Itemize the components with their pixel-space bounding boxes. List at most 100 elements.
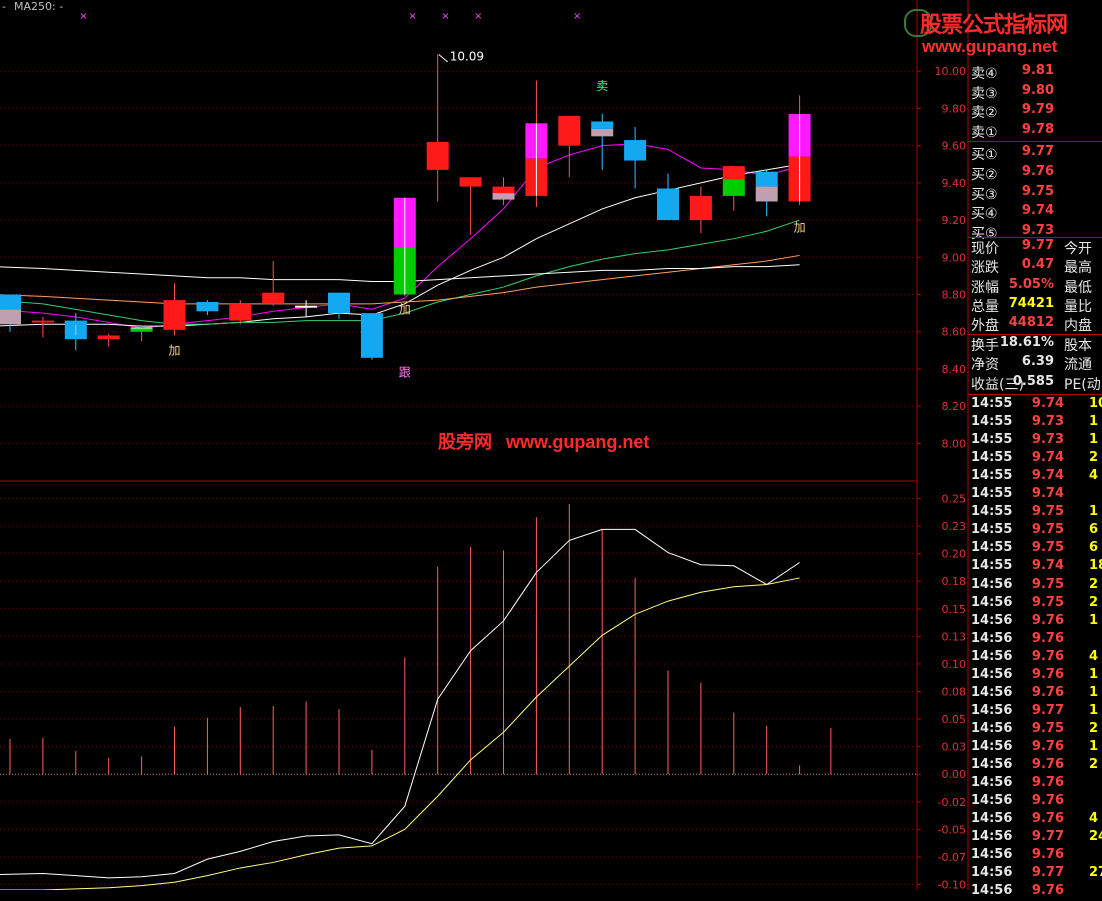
book-price: 9.74 xyxy=(1021,203,1054,219)
tick-volume: 2 xyxy=(1089,720,1099,736)
stat-label: 涨跌 xyxy=(971,260,999,277)
tick-time: 14:56 xyxy=(971,738,1013,754)
fund-row: 收益(三) 0.585 PE(动 xyxy=(968,374,1102,393)
tick-time: 14:55 xyxy=(971,558,1013,574)
book-label: 买④ xyxy=(971,206,998,223)
candle-body xyxy=(426,141,449,170)
tick-row: 14:55 9.74 10 xyxy=(968,396,1102,414)
tick-volume: 2 xyxy=(1089,594,1099,610)
tick-row: 14:55 9.74 18 xyxy=(968,558,1102,576)
tick-volume: 2 xyxy=(1089,450,1099,466)
y-tick-label: -0.02 xyxy=(938,796,966,809)
stat-row: 涨跌 0.47 最高 xyxy=(968,257,1102,277)
tick-time: 14:56 xyxy=(971,811,1013,827)
tick-time: 14:56 xyxy=(971,576,1013,592)
tick-price: 9.75 xyxy=(1031,540,1064,556)
fund-next-label: 股本 xyxy=(1064,338,1092,354)
y-tick-label: 0.05 xyxy=(942,713,967,726)
y-tick-label: 10.00 xyxy=(935,65,967,78)
annotation-label: 10.09 xyxy=(450,49,484,63)
tick-row: 14:56 9.77 1 xyxy=(968,703,1102,721)
tick-row: 14:56 9.76 xyxy=(968,775,1102,793)
candle-body xyxy=(657,188,679,221)
candle-body xyxy=(492,186,515,194)
candle-body xyxy=(97,335,120,340)
fund-label: 换手 xyxy=(971,338,999,354)
candle-body xyxy=(163,300,186,330)
stat-next-label: 内盘 xyxy=(1064,318,1092,335)
candle-body xyxy=(295,305,318,308)
tick-row: 14:55 9.74 4 xyxy=(968,468,1102,486)
dif-line xyxy=(0,528,800,879)
y-tick-label: 0.10 xyxy=(942,658,967,671)
tick-time: 14:56 xyxy=(971,829,1013,845)
header-x-marker: × xyxy=(408,11,416,22)
tick-time: 14:56 xyxy=(971,612,1013,628)
stat-row: 外盘 44812 内盘 xyxy=(968,315,1102,335)
candle-body xyxy=(492,193,515,200)
candle-body xyxy=(262,292,285,304)
watermark-logo: 股票公式指标网 www.gupang.net xyxy=(904,5,1102,61)
tick-volume: 18 xyxy=(1089,558,1102,574)
stat-value: 44812 xyxy=(1008,315,1054,331)
fund-value: 6.39 xyxy=(1021,354,1054,370)
tick-row: 14:55 9.73 1 xyxy=(968,414,1102,432)
candle-body xyxy=(755,186,778,202)
watermark-title: 股票公式指标网 xyxy=(920,13,1068,38)
candle-body xyxy=(328,292,350,314)
y-tick-label: 0.13 xyxy=(942,630,967,643)
tick-volume: 6 xyxy=(1089,522,1099,538)
tick-volume: 1 xyxy=(1089,504,1099,520)
tick-row: 14:55 9.73 1 xyxy=(968,432,1102,450)
tick-time: 14:55 xyxy=(971,450,1013,466)
annotation-leader xyxy=(438,54,449,63)
y-tick-label: 9.00 xyxy=(942,251,967,264)
y-tick-label: 9.60 xyxy=(942,140,967,153)
annotation-label: 跟 xyxy=(399,366,411,380)
panel-divider-line xyxy=(968,394,1102,395)
site-watermark: 股旁网 www.gupang.net xyxy=(438,428,649,454)
header-x-marker: × xyxy=(441,11,449,22)
book-label: 买③ xyxy=(971,186,998,203)
y-tick-label: 9.40 xyxy=(942,177,967,190)
tick-price: 9.76 xyxy=(1031,793,1064,809)
y-tick-label: 9.80 xyxy=(942,102,967,115)
y-tick-label: 8.00 xyxy=(942,437,967,450)
stat-value: 0.47 xyxy=(1021,257,1054,273)
tick-price: 9.74 xyxy=(1031,558,1064,574)
fund-next-label: PE(动 xyxy=(1064,376,1101,393)
y-tick-label: 9.20 xyxy=(942,214,967,227)
tick-volume: 1 xyxy=(1089,666,1099,682)
tick-price: 9.76 xyxy=(1031,883,1064,899)
bid-row: 买④ 9.74 xyxy=(968,203,1102,223)
tick-volume: 1 xyxy=(1089,612,1099,628)
fund-next-label: 流通 xyxy=(1064,357,1092,374)
tick-time: 14:55 xyxy=(971,504,1013,520)
tick-time: 14:56 xyxy=(971,865,1013,881)
candle-body xyxy=(360,313,383,358)
tick-price: 9.76 xyxy=(1031,811,1064,827)
logo-icon xyxy=(904,9,932,37)
tick-price: 9.74 xyxy=(1031,450,1064,466)
fund-row: 净资 6.39 流通 xyxy=(968,354,1102,374)
dea-line xyxy=(0,577,800,890)
fund-row: 换手 18.61% 股本 xyxy=(968,335,1102,354)
stat-label: 涨幅 xyxy=(971,279,999,296)
tick-volume: 6 xyxy=(1089,540,1099,556)
candle-body xyxy=(558,115,581,146)
candle-body xyxy=(0,309,21,325)
candle-body xyxy=(229,303,252,321)
tick-time: 14:56 xyxy=(971,702,1013,718)
tick-time: 14:56 xyxy=(971,684,1013,700)
ma-line-ma120 xyxy=(0,264,800,282)
tick-row: 14:56 9.75 2 xyxy=(968,577,1102,595)
header-dash: - xyxy=(2,0,6,13)
bid-row: 买③ 9.75 xyxy=(968,184,1102,203)
annotation-label: 卖 xyxy=(596,79,608,93)
book-label: 卖② xyxy=(971,105,998,122)
candle-body xyxy=(130,328,153,332)
y-tick-label: -0.07 xyxy=(938,851,966,864)
panel-divider-line xyxy=(968,334,1102,335)
tick-price: 9.73 xyxy=(1031,432,1064,448)
